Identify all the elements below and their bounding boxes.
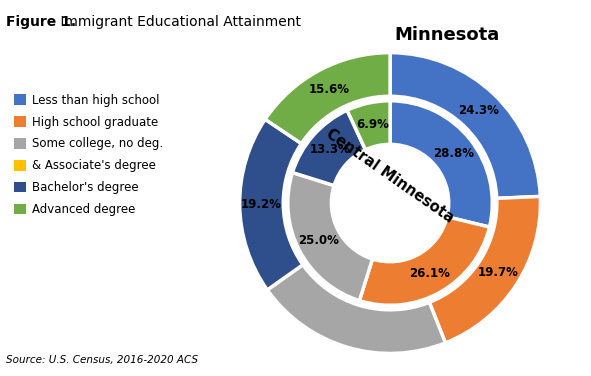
Wedge shape [430, 196, 540, 343]
Text: Minnesota: Minnesota [395, 26, 500, 44]
Wedge shape [359, 217, 489, 305]
Wedge shape [347, 101, 390, 150]
Text: Immigrant Educational Attainment: Immigrant Educational Attainment [56, 15, 301, 29]
Text: Source: U.S. Census, 2016-2020 ACS: Source: U.S. Census, 2016-2020 ACS [6, 355, 198, 365]
Text: 28.8%: 28.8% [433, 147, 474, 160]
Text: 24.3%: 24.3% [459, 104, 499, 117]
Wedge shape [288, 173, 372, 300]
Wedge shape [390, 101, 492, 227]
Wedge shape [240, 119, 303, 290]
Text: Figure 1.: Figure 1. [6, 15, 76, 29]
Wedge shape [390, 53, 540, 199]
Text: Central Minnesota: Central Minnesota [323, 126, 457, 226]
Text: 19.2%: 19.2% [241, 198, 282, 211]
Wedge shape [267, 265, 446, 353]
Text: 15.6%: 15.6% [309, 83, 350, 96]
Legend: Less than high school, High school graduate, Some college, no deg., & Associate': Less than high school, High school gradu… [14, 94, 163, 216]
Wedge shape [293, 110, 365, 185]
Wedge shape [265, 53, 390, 144]
Text: 25.0%: 25.0% [298, 234, 339, 247]
Text: 6.9%: 6.9% [356, 118, 389, 131]
Text: 13.3%: 13.3% [309, 144, 350, 156]
Text: 26.1%: 26.1% [409, 267, 450, 280]
Text: 19.7%: 19.7% [478, 267, 518, 279]
